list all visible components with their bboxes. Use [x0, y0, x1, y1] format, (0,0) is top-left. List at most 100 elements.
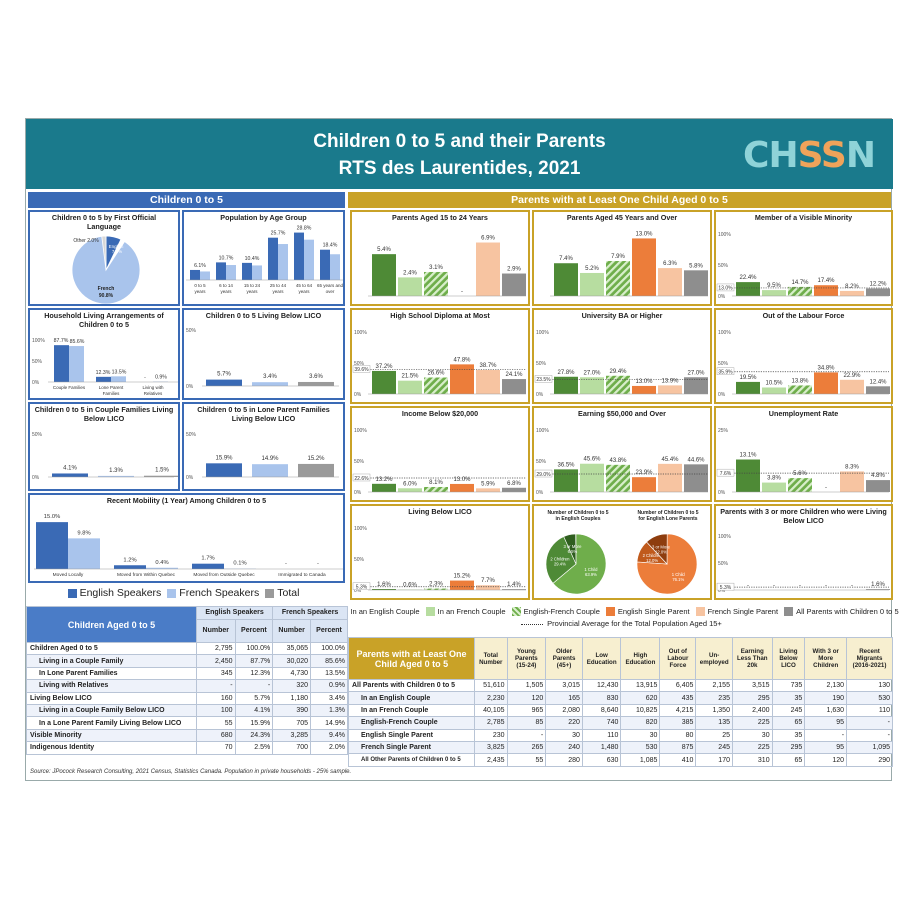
- data-label: 14.7%: [791, 280, 809, 286]
- panel-title: Population by Age Group: [220, 213, 307, 222]
- pie-label: 7.2%: [112, 249, 122, 254]
- data-label: 8.2%: [845, 284, 859, 290]
- table-cell: 245: [695, 740, 733, 755]
- table-cell: 1,480: [581, 740, 622, 755]
- table-cell: -: [506, 728, 547, 742]
- axis-tick: 0%: [354, 392, 362, 398]
- pie-label: 2 Children: [643, 553, 663, 558]
- tick-label: 65 years and: [317, 283, 343, 288]
- bar-english: [192, 563, 224, 569]
- table-cell: 220: [545, 716, 583, 730]
- legend-item: English Speakers: [67, 587, 162, 599]
- panel-right-7: Earning $50,000 and Over 100% 50% 0% 36.5% 45…: [532, 406, 712, 502]
- row-label: Children Aged 0 to 5: [26, 641, 197, 656]
- table-cell: 965: [506, 703, 547, 718]
- legend-label: Total: [277, 587, 300, 599]
- tick-label: 15 to 24: [244, 283, 261, 288]
- data-label: 1.5%: [155, 468, 169, 474]
- table-cell: 705: [272, 716, 312, 730]
- data-label: 13.1%: [739, 453, 757, 459]
- average-label: 5.3%: [720, 585, 732, 591]
- table-group-header: English Speakers: [195, 606, 274, 620]
- bar: [372, 254, 396, 296]
- panel-title: High School Diploma at Most: [390, 311, 490, 320]
- axis-tick: 0%: [186, 384, 194, 390]
- data-label: 6.8%: [507, 481, 521, 487]
- data-label: 5.7%: [217, 372, 231, 378]
- data-label: 27.8%: [557, 370, 575, 376]
- table-row: Living with Relatives - -320 0.9%: [26, 679, 348, 693]
- legend-label: In an French Couple: [437, 607, 506, 616]
- average-legend: Provincial Average for the Total Populat…: [350, 619, 893, 628]
- axis-tick: 50%: [354, 361, 365, 367]
- bar: [736, 459, 760, 492]
- tick-label: 25 to 44: [270, 283, 287, 288]
- table-cell: 120: [506, 691, 547, 705]
- legend-label: English Speakers: [79, 587, 162, 599]
- axis-tick: 25%: [718, 428, 729, 434]
- table-cell: 110: [846, 703, 893, 718]
- axis-tick: 50%: [354, 459, 365, 465]
- axis-tick: 50%: [354, 557, 365, 563]
- band-left: Children 0 to 5: [28, 192, 345, 208]
- bar: [476, 242, 500, 296]
- bar: [762, 387, 786, 394]
- data-label: 36.5%: [557, 462, 575, 468]
- data-label: 18.4%: [323, 243, 338, 249]
- table-col-header: Un-employed: [695, 637, 733, 680]
- tick-label: Moved Locally: [53, 572, 84, 578]
- row-label: Living in a Couple Family: [26, 654, 197, 668]
- axis-tick: 0%: [32, 380, 40, 386]
- table-cell: 820: [620, 716, 661, 730]
- pie-label: 12.0%: [655, 550, 667, 555]
- data-label: 5.9%: [481, 481, 495, 487]
- table-cell: 830: [581, 691, 622, 705]
- pie-slice: [646, 533, 668, 565]
- table-cell: 3,825: [474, 740, 508, 755]
- table-cell: 40,105: [474, 703, 508, 718]
- row-label: English Single Parent: [348, 728, 475, 742]
- table-cell: 10,825: [620, 703, 661, 718]
- pie-label: 90.8%: [99, 293, 114, 299]
- bar: [554, 263, 578, 296]
- data-label: 24.1%: [505, 372, 523, 378]
- data-label: 4.1%: [63, 465, 77, 471]
- data-label: 1.7%: [201, 556, 214, 562]
- panel-title: Recent Mobility (1 Year) Among Children …: [106, 496, 267, 505]
- panel-right-10: Parents with 3 or more Children who were…: [714, 504, 893, 600]
- data-label: 0.6%: [403, 583, 417, 589]
- panel-title: Parents with 3 or more Children who were…: [720, 507, 887, 525]
- panel-lone-lico: Children 0 to 5 in Lone Parent Families …: [182, 402, 345, 491]
- panel-right-0: Parents Aged 15 to 24 Years 5.4% 2.4% 3.1% -…: [350, 210, 530, 306]
- table-cell: 435: [659, 691, 697, 705]
- axis-tick: 50%: [186, 328, 197, 334]
- panel-title: Children 0 to 5 in Lone Parent Families …: [197, 405, 330, 423]
- bar: [606, 375, 630, 394]
- table-cell: 1,350: [695, 703, 733, 718]
- legend-label: English-French Couple: [523, 607, 600, 616]
- legend-item: In an French Couple: [425, 607, 506, 616]
- table-cell: -: [234, 679, 274, 693]
- data-label: 6.1%: [194, 263, 206, 269]
- data-label: 8.3%: [845, 464, 859, 470]
- bar-english: [216, 262, 226, 280]
- bar: [684, 377, 708, 394]
- bar-french: [330, 254, 340, 280]
- axis-tick: 100%: [354, 428, 367, 434]
- bar-french: [278, 244, 288, 280]
- bar: [502, 589, 526, 590]
- chart-svg: 100% 50% 0% 22.4% 9.5% 14.7% 17.4% 8.2% 12.2% 13.…: [716, 232, 890, 300]
- axis-tick: 50%: [536, 361, 547, 367]
- data-label: 1.4%: [507, 582, 521, 588]
- row-label: In an English Couple: [348, 691, 475, 705]
- table-cell: -: [196, 679, 236, 693]
- panel-title: Unemployment Rate: [768, 409, 839, 418]
- legend-label: English Single Parent: [617, 607, 690, 616]
- table-cell: 875: [659, 740, 697, 755]
- axis-tick: 50%: [718, 361, 729, 367]
- bar: [762, 290, 786, 296]
- table-cell: 1.3%: [310, 703, 348, 718]
- bar-french: [304, 239, 314, 280]
- chart-svg: 100% 50% 0% 87.7% 85.6% Couple Families 12.3% 1…: [32, 338, 178, 396]
